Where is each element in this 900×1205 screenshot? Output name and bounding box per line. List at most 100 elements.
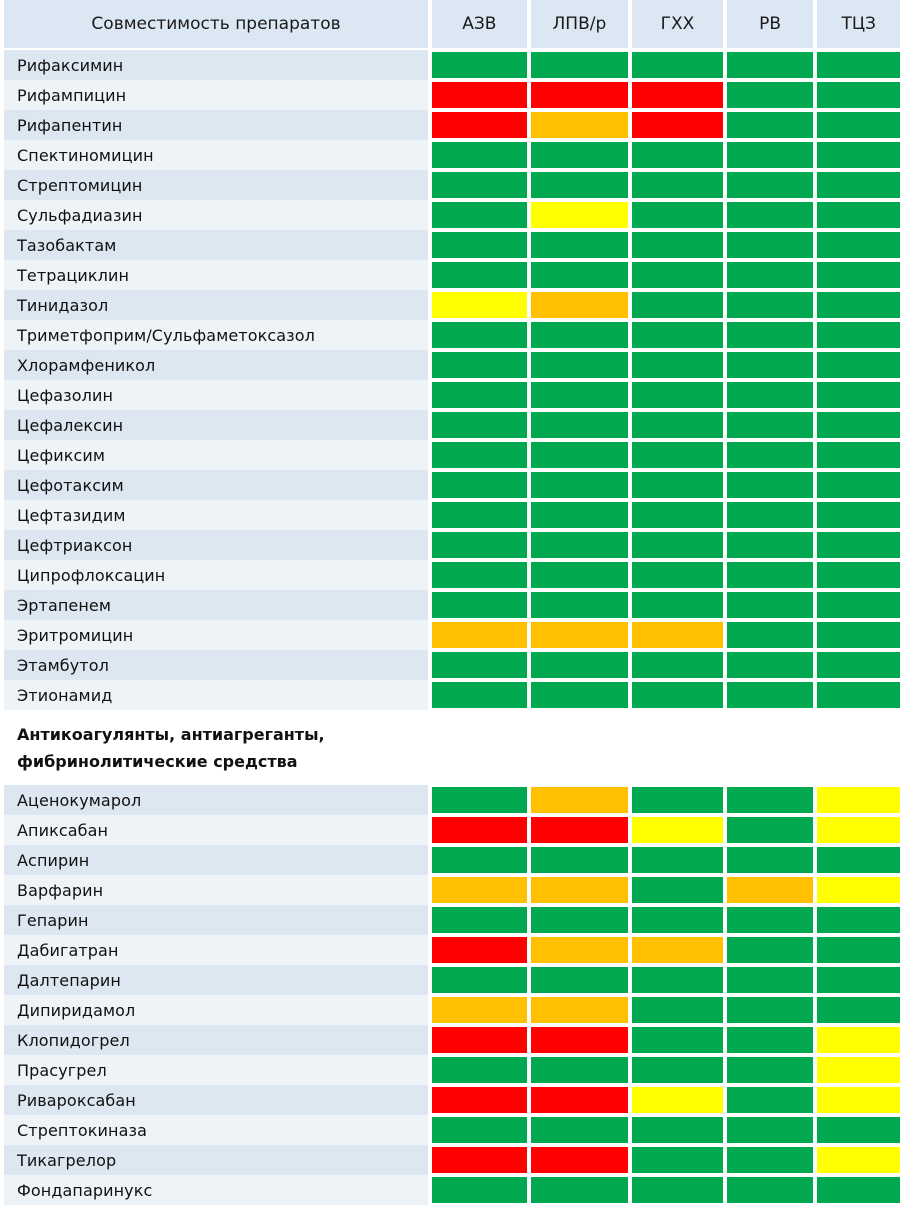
compatibility-cell-green	[817, 382, 900, 408]
compatibility-cell-green	[530, 52, 629, 78]
drug-name: Хлорамфеникол	[4, 350, 429, 380]
compatibility-cell-green	[530, 502, 629, 528]
compatibility-cell-green	[432, 562, 527, 588]
compatibility-cell-green	[432, 1177, 527, 1203]
compatibility-cell-green	[530, 592, 629, 618]
drug-name: Цефазолин	[4, 380, 429, 410]
compatibility-cell-red	[530, 1087, 629, 1113]
header-col-lpv: ЛПВ/р	[530, 0, 629, 48]
header-drug-name: Совместимость препаратов	[4, 0, 429, 48]
section-title: Антикоагулянты, антиагреганты, фибринолит…	[0, 710, 900, 785]
compatibility-cell-green	[726, 352, 814, 378]
drug-name: Прасугрел	[4, 1055, 429, 1085]
header-col-rv: РВ	[726, 0, 814, 48]
compatibility-cell-green	[726, 592, 814, 618]
compatibility-cell-red	[432, 112, 527, 138]
compatibility-cell-green	[432, 787, 527, 813]
compatibility-cell-green	[530, 1177, 629, 1203]
compatibility-cell-green	[726, 1087, 814, 1113]
compatibility-cell-green	[726, 472, 814, 498]
compatibility-cell-green	[632, 292, 723, 318]
compatibility-cell-green	[817, 622, 900, 648]
compatibility-cell-red	[632, 82, 723, 108]
compatibility-cell-green	[530, 262, 629, 288]
compatibility-cell-green	[632, 232, 723, 258]
table-row: Рифапентин	[0, 110, 900, 140]
compatibility-cell-yellow	[530, 202, 629, 228]
table-row: Эритромицин	[0, 620, 900, 650]
table-row: Хлорамфеникол	[0, 350, 900, 380]
drug-name: Этионамид	[4, 680, 429, 710]
compatibility-cell-green	[817, 232, 900, 258]
table-row: Цефазолин	[0, 380, 900, 410]
compatibility-cell-green	[817, 592, 900, 618]
drug-name: Дипиридамол	[4, 995, 429, 1025]
compatibility-cell-green	[632, 142, 723, 168]
compatibility-cell-green	[817, 112, 900, 138]
compatibility-cell-green	[817, 937, 900, 963]
compatibility-cell-green	[817, 202, 900, 228]
compatibility-cell-red	[632, 112, 723, 138]
compatibility-cell-green	[632, 997, 723, 1023]
compatibility-cell-green	[817, 847, 900, 873]
table-row: Апиксабан	[0, 815, 900, 845]
compatibility-cell-yellow	[817, 1027, 900, 1053]
drug-name: Эритромицин	[4, 620, 429, 650]
compatibility-cell-green	[726, 52, 814, 78]
compatibility-cell-green	[530, 352, 629, 378]
table-row: Аспирин	[0, 845, 900, 875]
drug-name: Эртапенем	[4, 590, 429, 620]
drug-name: Цефалексин	[4, 410, 429, 440]
compatibility-cell-green	[726, 1027, 814, 1053]
drug-name: Цефтриаксон	[4, 530, 429, 560]
compatibility-cell-green	[432, 262, 527, 288]
compatibility-cell-green	[817, 1177, 900, 1203]
compatibility-cell-green	[632, 172, 723, 198]
compatibility-cell-green	[432, 847, 527, 873]
compatibility-cell-green	[432, 412, 527, 438]
compatibility-cell-green	[432, 592, 527, 618]
compatibility-cell-red	[530, 82, 629, 108]
compatibility-cell-green	[726, 652, 814, 678]
table-row: Дипиридамол	[0, 995, 900, 1025]
compatibility-cell-green	[726, 967, 814, 993]
header-col-tcz: ТЦЗ	[817, 0, 900, 48]
compatibility-cell-green	[530, 172, 629, 198]
drug-name: Варфарин	[4, 875, 429, 905]
compatibility-cell-green	[726, 172, 814, 198]
compatibility-cell-green	[726, 112, 814, 138]
compatibility-cell-green	[530, 472, 629, 498]
compatibility-cell-yellow	[817, 877, 900, 903]
compatibility-cell-red	[432, 1087, 527, 1113]
drug-name: Ривароксабан	[4, 1085, 429, 1115]
drug-name: Рифапентин	[4, 110, 429, 140]
drug-name: Апиксабан	[4, 815, 429, 845]
compatibility-cell-yellow	[817, 787, 900, 813]
compatibility-cell-green	[817, 997, 900, 1023]
compatibility-cell-green	[817, 472, 900, 498]
compatibility-cell-green	[726, 292, 814, 318]
compatibility-cell-green	[726, 322, 814, 348]
compatibility-cell-green	[726, 787, 814, 813]
table-row: Рифаксимин	[0, 50, 900, 80]
compatibility-cell-green	[817, 412, 900, 438]
compatibility-cell-green	[530, 442, 629, 468]
table-row: Стрептокиназа	[0, 1115, 900, 1145]
drug-name: Фондапаринукс	[4, 1175, 429, 1205]
compatibility-cell-green	[432, 1117, 527, 1143]
section-title-line: фибринолитические средства	[17, 751, 298, 771]
table-row: Фондапаринукс	[0, 1175, 900, 1205]
compatibility-cell-green	[817, 532, 900, 558]
compatibility-cell-orange	[530, 997, 629, 1023]
compatibility-cell-green	[726, 1057, 814, 1083]
compatibility-cell-orange	[530, 877, 629, 903]
compatibility-cell-green	[530, 682, 629, 708]
table-row: Прасугрел	[0, 1055, 900, 1085]
compatibility-cell-orange	[632, 622, 723, 648]
drug-name: Этамбутол	[4, 650, 429, 680]
compatibility-cell-yellow	[817, 1147, 900, 1173]
compatibility-cell-green	[817, 172, 900, 198]
compatibility-cell-red	[530, 1147, 629, 1173]
compatibility-cell-red	[432, 937, 527, 963]
compatibility-cell-green	[530, 847, 629, 873]
